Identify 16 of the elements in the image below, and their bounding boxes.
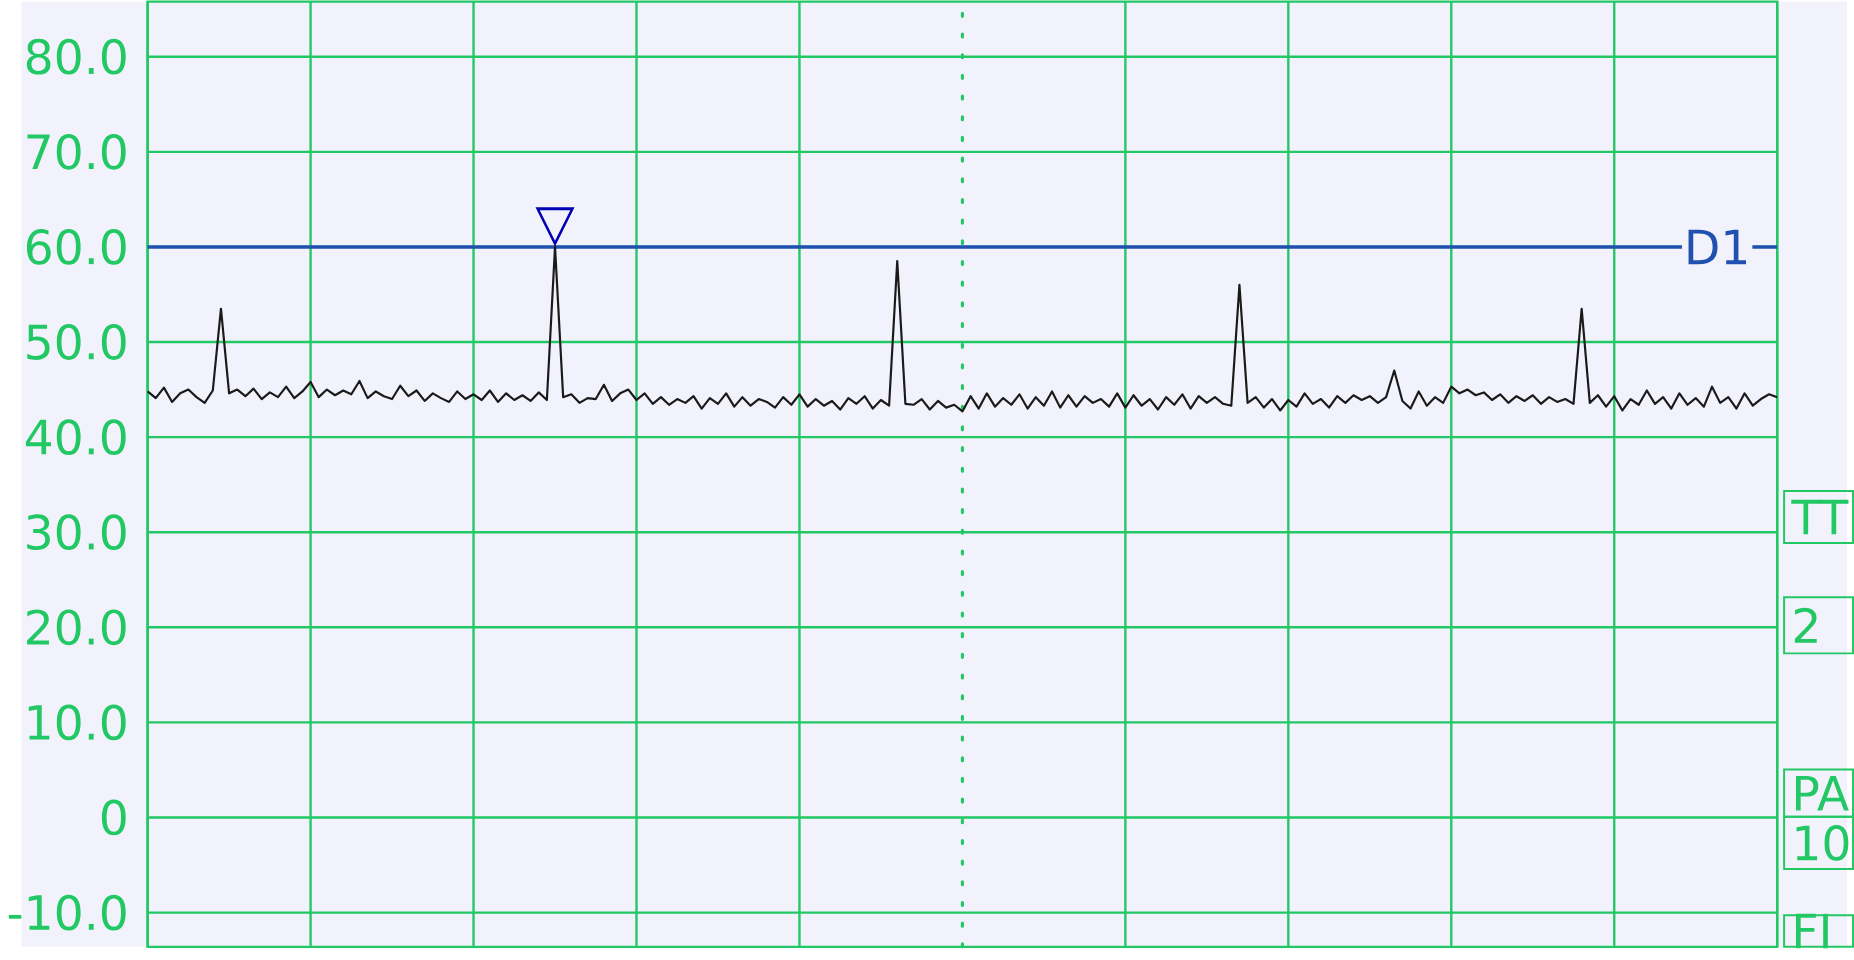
text: TT [1791,499,1849,535]
y-tick-label: 70.0 [27,133,126,170]
y-tick-label: 20.0 [27,609,126,646]
y-tick-label: 60.0 [26,228,126,265]
text: 2 [1794,607,1817,643]
y-tick-label: 50.0 [27,323,126,360]
annotation: ▽ [535,207,575,247]
y-tick-label: 0 [101,799,126,836]
text: PA [1796,775,1849,811]
y-tick-label: 10.0 [28,704,126,741]
y-tick-label: 30.0 [27,514,126,550]
y-tick-label: 40.0 [25,419,126,455]
ref-line-label: D1 [1688,229,1747,264]
y-tick-label: 80.0 [26,38,126,75]
text: 10 [1796,824,1849,861]
y-tick-label: -10.0 [8,894,126,931]
